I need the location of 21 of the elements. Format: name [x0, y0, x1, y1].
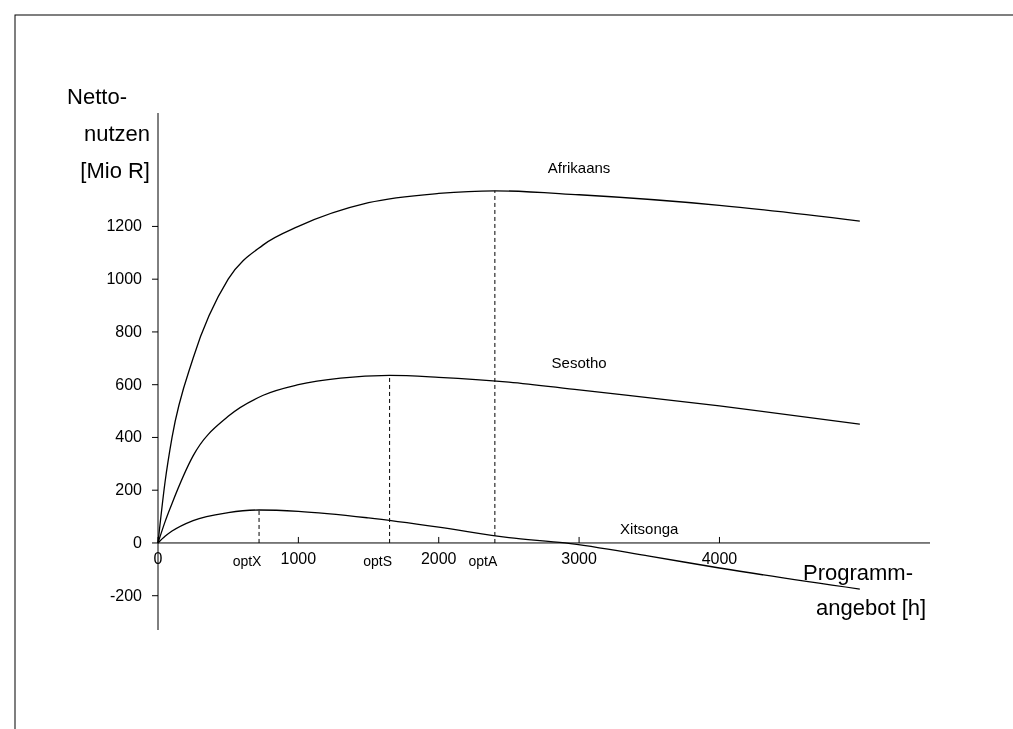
series-label: Sesotho — [551, 353, 607, 371]
ref-line-label: optA — [468, 552, 498, 569]
x-tick-label: 4000 — [701, 549, 738, 567]
series-label: Xitsonga — [620, 520, 680, 538]
x-tick-label: 1000 — [280, 549, 317, 567]
y-tick-label: -200 — [109, 586, 143, 604]
x-tick-label: 2000 — [420, 549, 457, 567]
y-tick-label: 0 — [133, 533, 143, 551]
y-tick-label: 1200 — [106, 217, 143, 235]
series-label: Afrikaans — [547, 158, 611, 176]
x-tick-label: 3000 — [561, 549, 597, 567]
y-tick-label: 400 — [115, 428, 143, 446]
y-tick-label: 800 — [115, 322, 143, 340]
y-axis-title: Netto- nutzen [Mio R] — [67, 84, 150, 183]
y-tick-label: 600 — [115, 375, 143, 393]
x-tick-label: 0 — [153, 549, 163, 567]
ref-line-label: optX — [232, 552, 263, 569]
y-tick-label: 1000 — [106, 270, 143, 288]
ref-line-label: optS — [363, 552, 393, 569]
x-axis-title: Programm- angebot [h] — [803, 560, 927, 620]
y-tick-label: 200 — [115, 481, 143, 499]
